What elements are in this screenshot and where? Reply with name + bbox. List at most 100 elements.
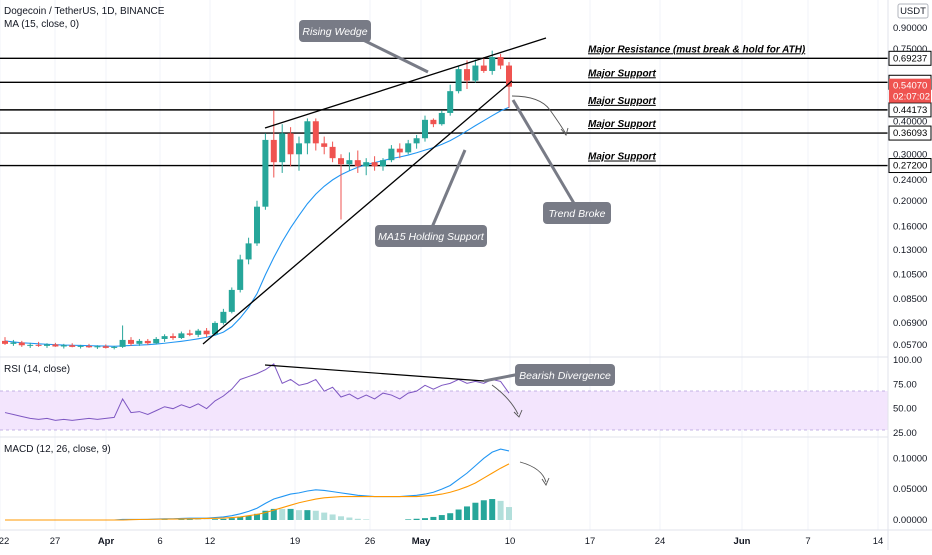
macd-histogram-bar: [355, 519, 361, 520]
candle-body: [481, 66, 487, 71]
currency-label: USDT: [900, 6, 926, 17]
divergence-line: [265, 365, 484, 381]
rising-wedge-text: Rising Wedge: [302, 26, 367, 38]
level-label: Major Support: [588, 96, 656, 107]
time-tick-label: 19: [290, 536, 301, 547]
rsi-tick-label: 50.00: [893, 404, 917, 415]
candle-body: [456, 69, 462, 91]
macd-histogram-bar: [304, 510, 310, 520]
chart-title: Dogecoin / TetherUS, 1D, BINANCE: [4, 6, 165, 17]
time-tick-label: 12: [205, 536, 216, 547]
time-tick-label: 26: [365, 536, 376, 547]
candle-body: [414, 138, 420, 143]
candle-body: [195, 331, 201, 335]
candle-body: [430, 120, 436, 124]
macd-histogram-bar: [330, 514, 336, 520]
candle-body: [380, 160, 386, 166]
price-tick-label: 0.10500: [893, 270, 927, 281]
level-label: Major Resistance (must break & hold for …: [588, 44, 806, 55]
candle-body: [355, 160, 361, 166]
candle-body: [86, 346, 92, 347]
projection-curve: [512, 96, 566, 134]
candle-body: [136, 341, 142, 344]
macd-histogram-bar: [422, 518, 428, 520]
ma15-callout[interactable]: MA15 Holding Support: [375, 150, 487, 247]
candle-body: [78, 346, 84, 347]
candle-body: [262, 140, 268, 207]
currency-selector[interactable]: USDT: [898, 4, 928, 18]
macd-histogram-bar: [472, 503, 478, 520]
candle-body: [313, 121, 319, 143]
candle-body: [321, 143, 327, 147]
candle-body: [447, 91, 453, 113]
price-tick-label: 0.24000: [893, 175, 927, 186]
rsi-tick-label: 25.00: [893, 428, 917, 439]
candle-body: [27, 345, 33, 346]
ma15-text: MA15 Holding Support: [378, 231, 485, 243]
level-price-label: 0.36093: [893, 128, 927, 139]
macd-histogram-bar: [464, 506, 470, 520]
macd-histogram-bar: [405, 519, 411, 520]
candle-body: [296, 143, 302, 154]
macd-histogram-bar: [220, 519, 226, 520]
candle-body: [111, 347, 117, 348]
candle-body: [346, 160, 352, 164]
price-tick-label: 0.13000: [893, 245, 927, 256]
candles-layer: [2, 51, 512, 350]
level-price-label: 0.27200: [893, 161, 927, 172]
candle-body: [187, 333, 193, 334]
rsi-pane[interactable]: RSI (14, close) Bearish Divergence: [0, 357, 888, 430]
time-tick-label: 27: [50, 536, 61, 547]
candle-body: [128, 340, 134, 344]
candle-body: [304, 121, 310, 143]
price-pane[interactable]: Major Resistance (must break & hold for …: [0, 20, 888, 349]
candle-body: [120, 340, 126, 347]
current-price-label: 0.54070: [893, 81, 927, 92]
candle-body: [397, 149, 403, 153]
time-tick-label: Apr: [98, 536, 115, 547]
candle-body: [178, 333, 184, 338]
candle-body: [36, 345, 42, 346]
macd-histogram-bar: [346, 518, 352, 520]
price-tick-label: 0.06900: [893, 318, 927, 329]
macd-histogram-bar: [338, 516, 344, 520]
grid: [0, 0, 878, 530]
time-tick-label: 24: [655, 536, 666, 547]
candle-body: [10, 342, 16, 343]
bearish-divergence-callout[interactable]: Bearish Divergence: [484, 364, 615, 386]
candle-body: [472, 66, 478, 81]
candle-body: [153, 339, 159, 343]
candle-body: [439, 113, 445, 124]
candle-body: [229, 290, 235, 312]
time-tick-label: 22: [0, 536, 9, 547]
time-tick-label: Jun: [734, 536, 751, 547]
candle-body: [271, 140, 277, 162]
candle-body: [19, 342, 25, 345]
price-tick-label: 0.16000: [893, 221, 927, 232]
macd-histogram-bar: [212, 519, 218, 520]
macd-pane[interactable]: MACD (12, 26, close, 9): [0, 437, 888, 520]
price-tick-label: 0.20000: [893, 196, 927, 207]
macd-tick-label: 0.00000: [893, 515, 927, 526]
level-price-label: 0.44173: [893, 105, 927, 116]
time-tick-label: May: [412, 536, 431, 547]
rising-wedge-callout[interactable]: Rising Wedge: [299, 20, 428, 72]
price-axis[interactable]: 0.900000.750000.400000.300000.240000.200…: [889, 23, 931, 526]
candle-body: [2, 341, 8, 344]
candle-body: [145, 341, 151, 343]
candle-body: [103, 346, 109, 348]
time-tick-label: 14: [873, 536, 884, 547]
candle-body: [44, 344, 50, 345]
candle-body: [69, 345, 75, 347]
level-price-label: 0.69237: [893, 53, 927, 64]
macd-histogram-bar: [229, 518, 235, 520]
rsi-tick-label: 75.00: [893, 379, 917, 390]
candle-body: [288, 133, 294, 154]
candle-body: [246, 243, 252, 259]
macd-histogram-bar: [489, 499, 495, 520]
candle-body: [204, 331, 210, 335]
candle-body: [254, 207, 260, 244]
macd-histogram-bar: [313, 511, 319, 520]
